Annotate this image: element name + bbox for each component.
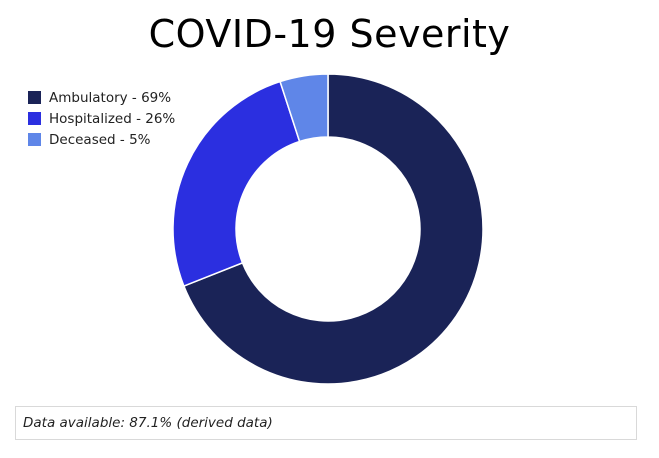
legend-swatch-ambulatory	[28, 91, 41, 104]
legend-label-deceased: Deceased - 5%	[49, 131, 151, 148]
slice-hospitalized[interactable]	[172, 80, 301, 288]
legend-swatch-deceased	[28, 133, 41, 146]
slice-deceased[interactable]	[279, 73, 329, 143]
slice-ambulatory[interactable]	[182, 73, 484, 385]
legend-label-hospitalized: Hospitalized - 26%	[49, 110, 176, 127]
data-availability-note: Data available: 87.1% (derived data)	[15, 406, 637, 440]
chart-legend: Ambulatory - 69% Hospitalized - 26% Dece…	[28, 87, 175, 150]
chart-title: COVID-19 Severity	[148, 12, 511, 56]
legend-label-ambulatory: Ambulatory - 69%	[49, 89, 172, 106]
legend-item-deceased[interactable]: Deceased - 5%	[28, 129, 175, 150]
legend-swatch-hospitalized	[28, 112, 41, 125]
donut-chart	[172, 73, 484, 385]
data-availability-text: Data available: 87.1% (derived data)	[23, 415, 273, 431]
legend-item-ambulatory[interactable]: Ambulatory - 69%	[28, 87, 175, 108]
legend-item-hospitalized[interactable]: Hospitalized - 26%	[28, 108, 175, 129]
